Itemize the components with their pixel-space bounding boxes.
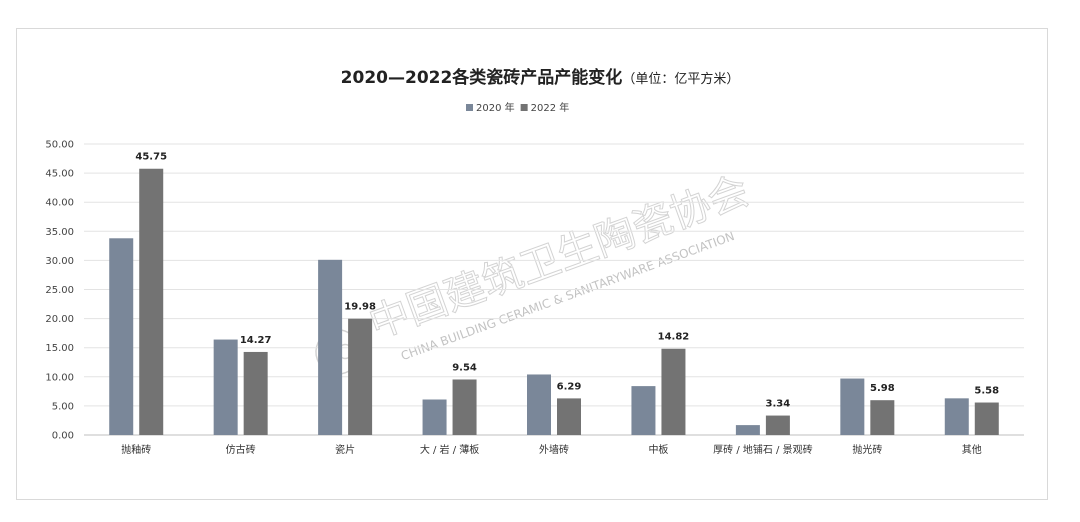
legend-label: 2020 年: [476, 101, 515, 114]
bar-2020: [527, 374, 551, 435]
data-label: 19.98: [344, 302, 376, 313]
y-tick-label: 0.00: [52, 431, 74, 442]
bars: 45.75 14.27 19.98 9.54 6.29 14.82 3.34 5.98 5.58: [109, 152, 999, 436]
bar-2022: [243, 351, 268, 435]
legend-swatch: [466, 104, 473, 111]
bar-2022: [557, 398, 581, 435]
chart-title-main: 2020—2022各类瓷砖产品产能变化: [341, 67, 623, 88]
legend-swatch: [520, 104, 528, 111]
bar-2022: [139, 168, 164, 436]
bar-2020: [318, 259, 343, 435]
x-category-label: 其他: [962, 443, 982, 456]
bar-2020: [213, 339, 238, 435]
y-tick-label: 25.00: [45, 285, 74, 296]
bar-2022: [870, 400, 895, 435]
bar-2020: [422, 399, 447, 435]
y-tick-label: 30.00: [45, 256, 74, 267]
data-label: 6.29: [557, 381, 582, 392]
x-category-label: 外墙砖: [539, 443, 569, 456]
data-label: 14.27: [240, 335, 272, 346]
y-axis: 0.00 5.00 10.00 15.00 20.00 25.00 30.00 35.00 40…: [45, 140, 74, 442]
x-category-label: 抛光砖: [852, 443, 882, 456]
bar-2020: [840, 378, 865, 435]
data-label: 14.82: [658, 332, 690, 343]
x-category-label: 抛釉砖: [121, 443, 151, 456]
y-tick-label: 35.00: [45, 227, 74, 238]
y-tick-label: 20.00: [45, 314, 74, 325]
bar-2022: [452, 379, 477, 435]
y-tick-label: 5.00: [52, 401, 74, 412]
bar-2022: [348, 318, 373, 435]
y-tick-label: 40.00: [45, 198, 74, 209]
bar-2020: [109, 238, 134, 435]
data-label: 45.75: [135, 152, 167, 163]
data-label: 5.98: [870, 383, 895, 394]
bar-2020: [944, 398, 969, 435]
legend-label: 2022 年: [531, 101, 570, 114]
bar-2022: [661, 348, 686, 435]
x-category-label: 中板: [648, 443, 668, 456]
y-tick-label: 45.00: [45, 169, 74, 180]
data-label: 3.34: [766, 399, 791, 410]
x-axis: 抛釉砖 仿古砖 瓷片 大 / 岩 / 薄板 外墙砖 中板 厚砖 / 地铺石 / 景观砖 抛光砖…: [121, 443, 982, 456]
x-category-label: 大 / 岩 / 薄板: [420, 443, 479, 456]
watermark-cn-text: 中国建筑卫生陶瓷协会: [363, 168, 755, 348]
chart-title: 2020—2022各类瓷砖产品产能变化（单位：亿平方米）: [341, 67, 740, 88]
data-label: 9.54: [452, 362, 477, 373]
legend: 2020 年 2022 年: [466, 101, 569, 114]
y-tick-label: 15.00: [45, 343, 74, 354]
bar-2020: [735, 425, 760, 435]
y-tick-label: 10.00: [45, 372, 74, 383]
gridlines: [84, 143, 1024, 436]
bar-2020: [631, 386, 656, 435]
bar-2022: [765, 415, 790, 435]
watermark: 中国建筑卫生陶瓷协会 CHINA BUILDING CERAMIC & SANI…: [315, 167, 755, 375]
y-tick-label: 50.00: [45, 140, 74, 151]
data-label: 5.58: [974, 386, 999, 397]
bar-2022: [974, 402, 999, 435]
x-category-label: 仿古砖: [226, 443, 256, 456]
x-category-label: 瓷片: [335, 443, 355, 456]
chart-title-unit: （单位：亿平方米）: [622, 71, 739, 87]
x-category-label: 厚砖 / 地铺石 / 景观砖: [713, 443, 812, 456]
